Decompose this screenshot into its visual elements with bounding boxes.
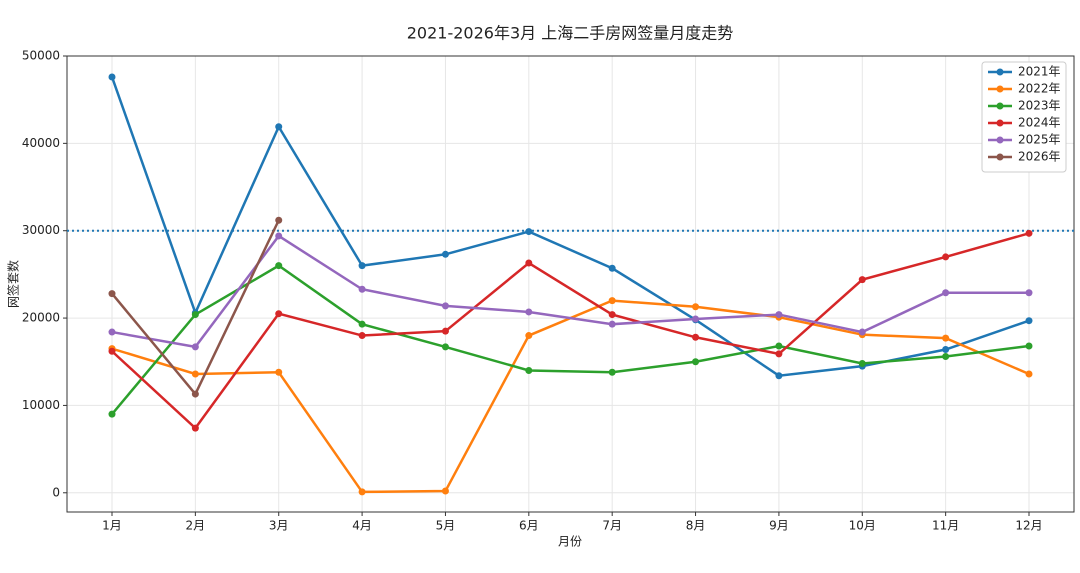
data-point: [942, 289, 950, 297]
legend-label: 2021年: [1018, 65, 1061, 79]
x-tick-label: 8月: [686, 519, 706, 533]
data-point: [191, 343, 199, 351]
data-point: [108, 290, 116, 298]
series-line: [111, 232, 1030, 431]
data-point: [108, 73, 116, 81]
data-point: [358, 285, 366, 293]
data-point: [775, 311, 783, 319]
x-tick-label: 7月: [602, 519, 622, 533]
y-tick-label: 30000: [22, 223, 60, 237]
data-point: [608, 297, 616, 305]
data-point: [1025, 370, 1033, 378]
legend-label: 2023年: [1018, 99, 1061, 113]
legend-marker: [996, 119, 1004, 127]
data-point: [858, 359, 866, 367]
data-point: [525, 259, 533, 267]
x-tick-label: 4月: [352, 519, 372, 533]
data-point: [441, 302, 449, 310]
data-point: [608, 311, 616, 319]
data-point: [275, 262, 283, 270]
legend-marker: [996, 136, 1004, 144]
data-point: [1025, 317, 1033, 325]
data-point: [525, 228, 533, 236]
y-tick-label: 50000: [22, 49, 60, 63]
data-point: [775, 372, 783, 380]
data-point: [191, 370, 199, 378]
data-point: [692, 303, 700, 311]
x-tick-label: 12月: [1015, 519, 1042, 533]
data-point: [358, 332, 366, 340]
data-point: [358, 320, 366, 328]
data-point: [608, 264, 616, 272]
x-tick-label: 5月: [436, 519, 456, 533]
x-tick-label: 10月: [849, 519, 876, 533]
data-point: [191, 390, 199, 398]
x-tick-label: 3月: [269, 519, 289, 533]
plot-frame: [66, 55, 1075, 513]
data-point: [191, 311, 199, 319]
data-point: [775, 342, 783, 350]
y-tick-label: 0: [52, 485, 60, 499]
legend-label: 2026年: [1018, 150, 1061, 164]
data-point: [275, 216, 283, 224]
series-line: [111, 299, 1030, 494]
data-point: [525, 332, 533, 340]
data-point: [1025, 229, 1033, 237]
series-line: [111, 234, 1029, 349]
legend-label: 2025年: [1018, 133, 1061, 147]
data-point: [858, 276, 866, 284]
x-tick-label: 9月: [769, 519, 789, 533]
data-point: [692, 333, 700, 341]
legend-marker: [996, 153, 1004, 161]
y-tick-label: 40000: [22, 136, 60, 150]
data-point: [525, 308, 533, 316]
legend-label: 2022年: [1018, 82, 1061, 96]
data-point: [441, 250, 449, 258]
x-tick-label: 2月: [186, 519, 206, 533]
data-point: [108, 328, 116, 336]
data-point: [358, 262, 366, 270]
data-point: [608, 320, 616, 328]
series-line: [110, 76, 1030, 378]
data-point: [275, 368, 283, 376]
data-point: [1025, 342, 1033, 350]
data-point: [191, 424, 199, 432]
legend-marker: [996, 68, 1004, 76]
data-point: [608, 368, 616, 376]
data-point: [525, 366, 533, 374]
data-point: [275, 123, 283, 131]
data-point: [942, 353, 950, 361]
data-point: [275, 232, 283, 240]
data-point: [358, 488, 366, 496]
x-tick-label: 6月: [519, 519, 539, 533]
chart-title: 2021-2026年3月 上海二手房网签量月度走势: [407, 24, 733, 43]
data-point: [692, 358, 700, 366]
y-tick-label: 20000: [22, 311, 60, 325]
data-point: [942, 346, 950, 354]
data-point: [1025, 289, 1033, 297]
data-point: [775, 350, 783, 358]
legend-label: 2024年: [1018, 116, 1061, 130]
y-tick-label: 10000: [22, 398, 60, 412]
data-point: [942, 253, 950, 261]
x-axis-label: 月份: [558, 535, 582, 549]
data-point: [441, 327, 449, 335]
y-axis-label: 网签套数: [6, 260, 21, 308]
x-tick-label: 1月: [102, 519, 122, 533]
data-point: [108, 347, 116, 355]
data-point: [692, 315, 700, 323]
x-tick-label: 11月: [932, 519, 959, 533]
data-point: [441, 343, 449, 351]
legend-marker: [996, 85, 1004, 93]
data-point: [942, 334, 950, 342]
data-point: [108, 410, 116, 418]
data-point: [275, 310, 283, 318]
data-point: [858, 328, 866, 336]
data-point: [441, 487, 449, 495]
legend-marker: [996, 102, 1004, 110]
series-line: [111, 264, 1030, 415]
